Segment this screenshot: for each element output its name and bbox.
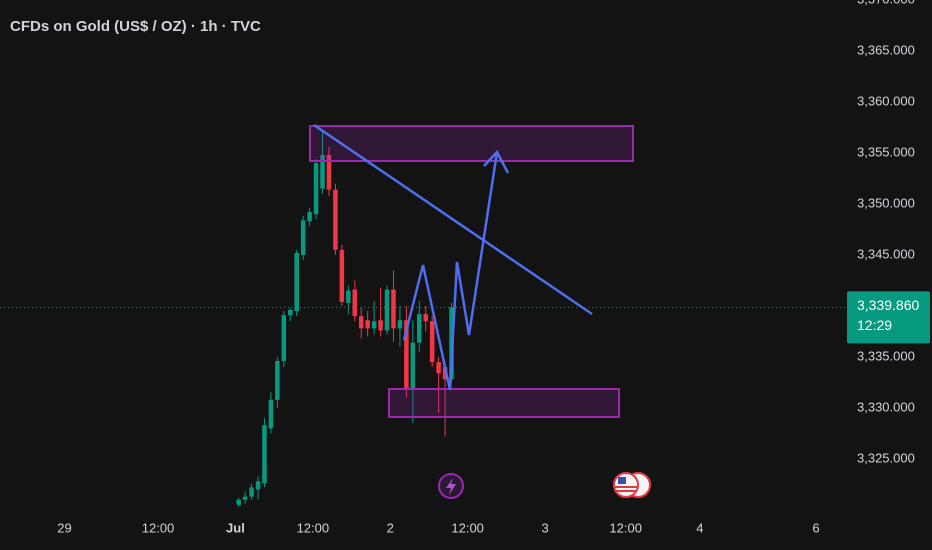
y-tick-label: 3,365.000: [857, 42, 915, 57]
candle-body: [423, 314, 428, 322]
candle-body: [365, 320, 370, 329]
candle-body: [288, 310, 293, 316]
candle-body: [242, 496, 248, 500]
projection-path: [402, 151, 499, 391]
candle-body: [346, 290, 351, 303]
x-tick-label: 12:00: [297, 520, 330, 535]
x-tick-label: 6: [812, 520, 819, 535]
x-tick-label: 4: [696, 520, 703, 535]
chart-title: CFDs on Gold (US$ / OZ) · 1h · TVC: [10, 18, 261, 35]
y-tick-label: 3,335.000: [857, 348, 915, 363]
candle-body: [404, 320, 409, 390]
last-price-box: [847, 291, 930, 344]
candle-body: [384, 289, 390, 331]
candle-body: [320, 155, 325, 189]
candle-body: [326, 155, 332, 190]
candle-body: [436, 362, 441, 374]
countdown-label: 12:29: [857, 317, 892, 333]
x-tick-label: 3: [541, 520, 548, 535]
candle-body: [397, 320, 403, 329]
trend-line: [313, 123, 593, 316]
y-tick-label: 3,330.000: [857, 399, 915, 414]
y-tick-label: 3,370.000: [857, 0, 915, 6]
x-tick-label: 2: [387, 520, 394, 535]
y-tick-label: 3,325.000: [857, 450, 915, 465]
supply-zone: [309, 125, 634, 162]
candle-body: [249, 487, 254, 497]
candle-body: [429, 321, 435, 363]
candle-body: [307, 212, 312, 222]
x-tick-label: Jul: [226, 520, 245, 535]
event-icon[interactable]: [438, 473, 464, 499]
candle-body: [268, 399, 274, 429]
candle-body: [410, 342, 416, 390]
y-tick-label: 3,350.000: [857, 195, 915, 210]
candle-body: [255, 481, 261, 490]
x-tick-label: 12:00: [142, 520, 175, 535]
y-tick-label: 3,360.000: [857, 93, 915, 108]
arrow-head: [483, 149, 510, 174]
candle-body: [352, 289, 358, 317]
demand-zone: [388, 388, 620, 418]
candle-body: [281, 315, 287, 362]
candle-body: [391, 289, 396, 329]
y-tick-label: 3,355.000: [857, 144, 915, 159]
candle-body: [300, 220, 306, 255]
candle-body: [333, 189, 338, 250]
candle-body: [294, 252, 299, 312]
candle-body: [275, 361, 280, 400]
x-tick-label: 12:00: [609, 520, 642, 535]
candle-body: [313, 163, 319, 215]
last-price-label: 3,339.860: [857, 297, 919, 313]
candle-body: [378, 320, 383, 331]
candle-body: [417, 314, 422, 343]
candle-body: [371, 321, 377, 329]
candle-body: [262, 425, 267, 484]
y-tick-label: 3,345.000: [857, 246, 915, 261]
x-tick-label: 29: [57, 520, 71, 535]
candle-body: [442, 367, 448, 380]
candle-body: [236, 499, 241, 505]
economic-events[interactable]: [613, 472, 651, 498]
candle-body: [339, 249, 345, 302]
x-tick-label: 12:00: [451, 520, 484, 535]
candle-body: [358, 316, 364, 329]
